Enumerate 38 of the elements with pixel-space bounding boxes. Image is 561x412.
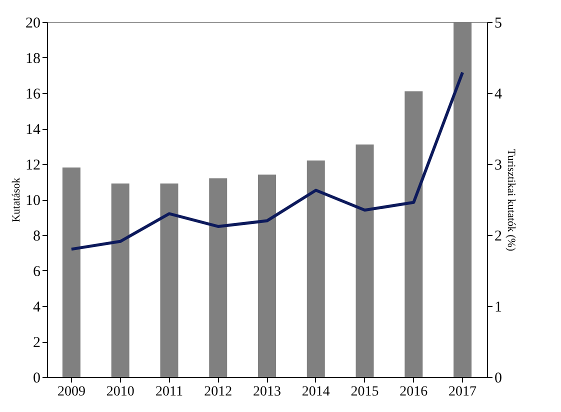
x-tick-label: 2010	[106, 384, 134, 400]
y-tick-label: 4	[33, 300, 41, 316]
x-tick-label: 2009	[57, 384, 86, 400]
y-tick-label: 2	[33, 335, 40, 351]
y2-tick-label: 1	[494, 300, 502, 316]
bar	[454, 22, 472, 377]
y2-axis-title: Turisztikai kutatók (%)	[505, 148, 517, 252]
x-tick-label: 2011	[155, 384, 183, 400]
x-tick-label: 2016	[400, 384, 428, 400]
bar	[356, 144, 374, 377]
y-tick-label: 8	[33, 228, 40, 244]
x-tick-label: 2014	[302, 384, 330, 400]
y-axis-title: Kutatások	[10, 177, 22, 222]
line-series	[70, 70, 464, 251]
x-tick-label: 2015	[350, 384, 379, 400]
y-tick-label: 0	[33, 370, 40, 386]
bar	[258, 174, 276, 377]
bar	[404, 91, 423, 377]
y-tick-label: 6	[33, 264, 41, 280]
y-tick-label: 16	[26, 86, 41, 102]
y-tick-label: 10	[26, 193, 40, 209]
y-tick-label: 12	[26, 158, 40, 174]
y2-tick-label: 5	[494, 16, 502, 32]
bar	[209, 178, 228, 377]
bar	[111, 184, 130, 377]
y-tick-label: 18	[26, 51, 40, 67]
y-tick-label: 14	[26, 122, 41, 138]
x-tick-label: 2012	[204, 384, 232, 400]
x-tick-label: 2017	[448, 384, 477, 400]
y2-tick-label: 2	[494, 228, 502, 244]
bar	[160, 184, 178, 377]
y-tick-label: 20	[26, 16, 40, 32]
y2-tick-label: 3	[494, 158, 502, 174]
y2-tick-label: 0	[494, 370, 502, 386]
bar	[62, 168, 80, 377]
y2-tick-label: 4	[494, 86, 502, 102]
bar	[306, 160, 325, 377]
x-tick-label: 2013	[253, 384, 281, 400]
